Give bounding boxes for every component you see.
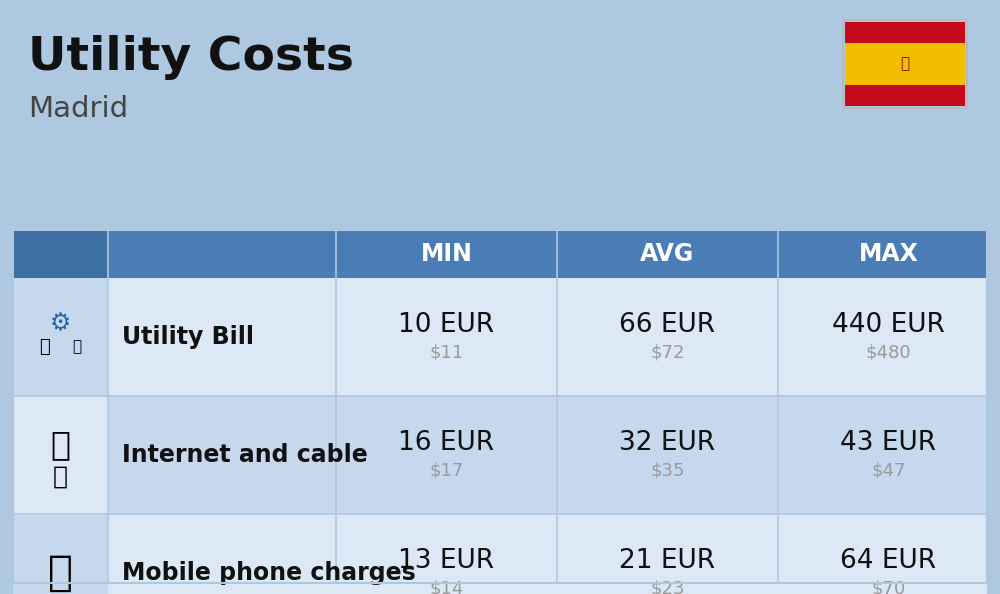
Text: 📡: 📡 [50, 428, 70, 462]
Text: $72: $72 [650, 344, 685, 362]
Text: $11: $11 [429, 344, 464, 362]
Text: $35: $35 [650, 462, 685, 480]
Text: AVG: AVG [640, 242, 695, 266]
Text: 📱: 📱 [48, 552, 73, 594]
Bar [13, 514, 987, 594]
Text: 🛡: 🛡 [900, 56, 910, 71]
Bar [13, 230, 987, 278]
Bar [845, 22, 965, 43]
Text: $70: $70 [871, 580, 906, 594]
Text: MIN: MIN [421, 242, 472, 266]
Bar [13, 396, 987, 514]
Text: 13 EUR: 13 EUR [398, 548, 495, 574]
Text: Madrid: Madrid [28, 95, 128, 123]
Text: 📺: 📺 [72, 340, 81, 355]
Bar [13, 278, 108, 396]
Text: $14: $14 [429, 580, 464, 594]
Text: Utility Bill: Utility Bill [122, 325, 254, 349]
Text: 32 EUR: 32 EUR [619, 430, 716, 456]
Text: Mobile phone charges: Mobile phone charges [122, 561, 416, 585]
Bar [13, 396, 108, 514]
Text: 440 EUR: 440 EUR [832, 312, 945, 338]
Bar [845, 85, 965, 106]
Bar [13, 230, 108, 278]
Text: 64 EUR: 64 EUR [840, 548, 937, 574]
Text: Utility Costs: Utility Costs [28, 35, 354, 80]
Bar [13, 230, 987, 583]
Text: 🔋: 🔋 [39, 338, 50, 356]
Text: MAX: MAX [859, 242, 918, 266]
Text: $17: $17 [429, 462, 464, 480]
Text: 66 EUR: 66 EUR [619, 312, 716, 338]
Text: 21 EUR: 21 EUR [619, 548, 716, 574]
Text: 43 EUR: 43 EUR [840, 430, 937, 456]
Text: $23: $23 [650, 580, 685, 594]
Text: $480: $480 [866, 344, 911, 362]
Text: ⚙: ⚙ [50, 311, 71, 335]
Text: 10 EUR: 10 EUR [398, 312, 495, 338]
Text: 16 EUR: 16 EUR [398, 430, 495, 456]
Bar [13, 514, 108, 594]
Text: 🖨: 🖨 [53, 465, 68, 489]
Bar [845, 43, 965, 85]
Text: Internet and cable: Internet and cable [122, 443, 368, 467]
Text: $47: $47 [871, 462, 906, 480]
Bar [13, 278, 987, 396]
